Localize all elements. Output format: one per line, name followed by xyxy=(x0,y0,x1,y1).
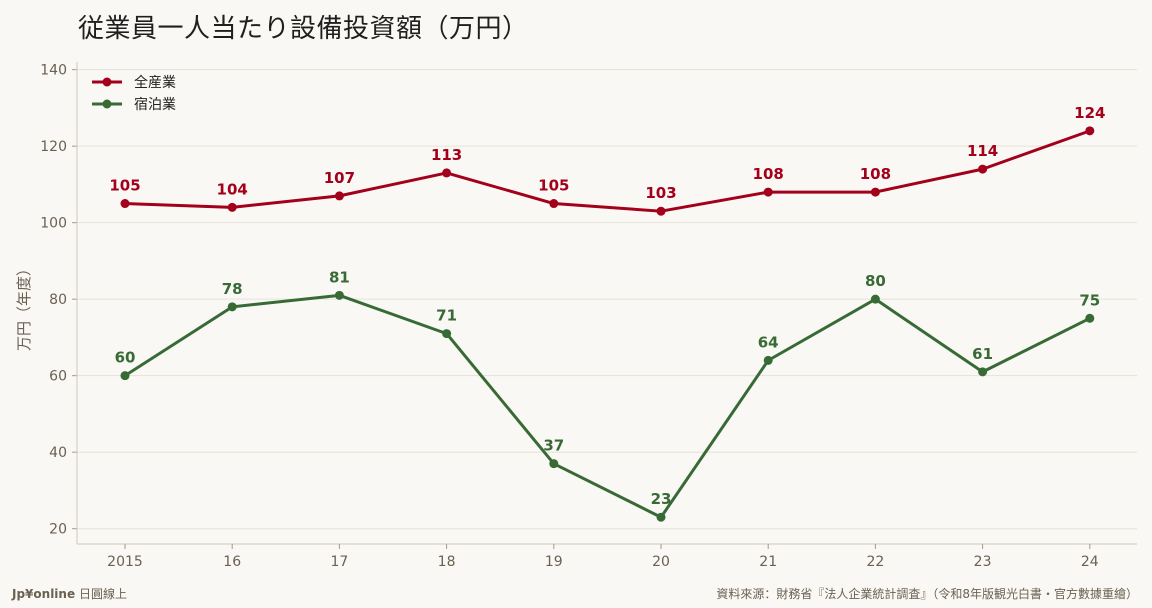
data-point xyxy=(1085,313,1095,323)
data-point xyxy=(1085,126,1095,136)
data-point xyxy=(870,187,880,197)
y-tick-label: 20 xyxy=(49,522,67,538)
data-point xyxy=(334,290,344,300)
y-tick-label: 80 xyxy=(49,292,67,308)
legend-label: 全産業 xyxy=(134,74,176,91)
footer-brand: Jp¥online 日圓線上 xyxy=(12,585,127,602)
series-1: 105 104 107 113 105 103 108 108 114 124 xyxy=(109,104,1105,216)
x-tick-label: 22 xyxy=(866,554,884,570)
data-point xyxy=(656,512,666,522)
data-label: 113 xyxy=(431,146,462,164)
data-point xyxy=(870,294,880,304)
x-tick-label: 17 xyxy=(330,554,348,570)
data-point xyxy=(549,459,559,469)
data-label: 71 xyxy=(436,307,457,325)
data-label: 105 xyxy=(538,177,569,195)
y-tick-label: 120 xyxy=(40,139,67,155)
brand-name: Jp¥online xyxy=(12,587,76,601)
data-point xyxy=(656,206,666,216)
gridlines xyxy=(77,69,1137,530)
data-label: 60 xyxy=(115,349,136,367)
x-tick-label: 20 xyxy=(652,554,670,570)
x-tick-label: 21 xyxy=(759,554,777,570)
data-point xyxy=(227,202,237,212)
data-label: 81 xyxy=(329,268,350,286)
data-point xyxy=(978,164,988,174)
chart-title: 従業員一人当たり設備投資額（万円） xyxy=(78,14,529,44)
data-point xyxy=(227,302,237,312)
source-note: 資料來源：財務省『法人企業統計調査』（令和8年版観光白書・官方數據重繪） xyxy=(716,587,1138,601)
data-point xyxy=(442,329,452,339)
data-label: 103 xyxy=(645,184,676,202)
data-point xyxy=(549,199,559,209)
data-label: 23 xyxy=(651,490,672,508)
legend-label: 宿泊業 xyxy=(134,96,176,113)
data-label: 37 xyxy=(543,437,564,455)
data-label: 108 xyxy=(753,165,784,183)
x-tick-label: 19 xyxy=(545,554,563,570)
data-label: 75 xyxy=(1079,291,1100,309)
data-label: 78 xyxy=(222,280,243,298)
data-label: 64 xyxy=(758,333,779,351)
data-label: 114 xyxy=(967,142,998,160)
legend-swatch-marker xyxy=(102,77,112,87)
series-layer: 105 104 107 113 105 103 108 108 114 124 60 78 81 71 37… xyxy=(109,104,1105,522)
x-tick-label: 23 xyxy=(974,554,992,570)
data-label: 104 xyxy=(217,180,248,198)
brand-subtitle: 日圓線上 xyxy=(78,587,127,601)
series-line xyxy=(124,293,1091,519)
y-tick-label: 100 xyxy=(40,216,67,232)
data-point xyxy=(334,191,344,201)
data-point xyxy=(763,355,773,365)
legend-swatch-marker xyxy=(102,99,112,109)
x-tick-label: 18 xyxy=(438,554,456,570)
y-tick-label: 60 xyxy=(49,369,67,385)
x-tick-label: 2015 xyxy=(107,554,143,570)
data-label: 80 xyxy=(865,272,886,290)
x-tick-label: 24 xyxy=(1081,554,1099,570)
data-label: 105 xyxy=(109,177,140,195)
data-label: 124 xyxy=(1074,104,1105,122)
data-label: 108 xyxy=(860,165,891,183)
data-point xyxy=(978,367,988,377)
y-tick-label: 40 xyxy=(49,445,67,461)
series-line xyxy=(124,129,1091,213)
data-point xyxy=(442,168,452,178)
data-label: 107 xyxy=(324,169,355,187)
x-tick-label: 16 xyxy=(223,554,241,570)
y-tick-label: 140 xyxy=(40,63,67,79)
data-point xyxy=(120,371,130,381)
legend-item: 全産業 xyxy=(92,74,176,91)
data-point xyxy=(120,199,130,209)
data-label: 61 xyxy=(972,345,993,363)
y-axis-label: 万円（年度） xyxy=(15,261,33,351)
series-2: 60 78 81 71 37 23 64 80 61 75 xyxy=(115,268,1100,522)
legend-item: 宿泊業 xyxy=(92,96,176,113)
data-point xyxy=(763,187,773,197)
axes: 20 40 60 80 100 120 140 2015 16 17 18 19 20 21 22 23 24 xyxy=(40,62,1137,570)
